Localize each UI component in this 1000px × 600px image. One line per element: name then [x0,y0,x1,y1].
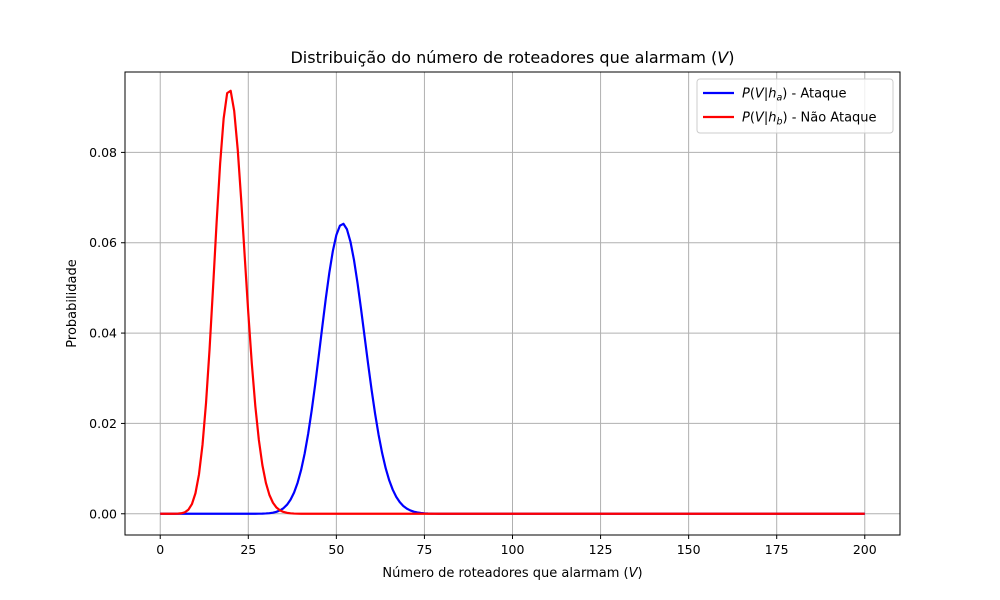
legend-label: P(V|hb) - Não Ataque [742,111,877,128]
x-tick-label: 0 [156,542,164,557]
x-axis: 0 25 50 75 100 125 150 175 200 [156,535,877,557]
x-tick-label: 175 [765,542,789,557]
x-tick-label: 75 [416,542,432,557]
x-tick-label: 50 [328,542,344,557]
grid [125,72,900,535]
legend-box [696,78,894,134]
y-tick-label: 0.02 [89,416,117,431]
x-tick-label: 25 [240,542,256,557]
y-tick-label: 0.08 [89,145,117,160]
series-line-nao-ataque [160,89,865,515]
x-tick-label: 100 [501,542,525,557]
legend: P(V|ha) - Ataque P(V|hb) - Não Ataque [696,78,894,134]
x-axis-label: Número de roteadores que alarmam (V) [382,566,642,581]
y-tick-label: 0.06 [89,235,117,250]
x-tick-label: 125 [589,542,613,557]
y-tick-label: 0.04 [89,326,117,341]
chart-title: Distribuição do número de roteadores que… [290,48,734,67]
series-group [160,89,865,515]
y-axis-label: Probabilidade [65,259,80,347]
x-tick-label: 200 [853,542,877,557]
x-tick-label: 150 [677,542,701,557]
legend-label: P(V|ha) - Ataque [742,87,847,104]
y-axis: 0.00 0.02 0.04 0.06 0.08 [89,145,125,521]
y-tick-label: 0.00 [89,506,117,521]
